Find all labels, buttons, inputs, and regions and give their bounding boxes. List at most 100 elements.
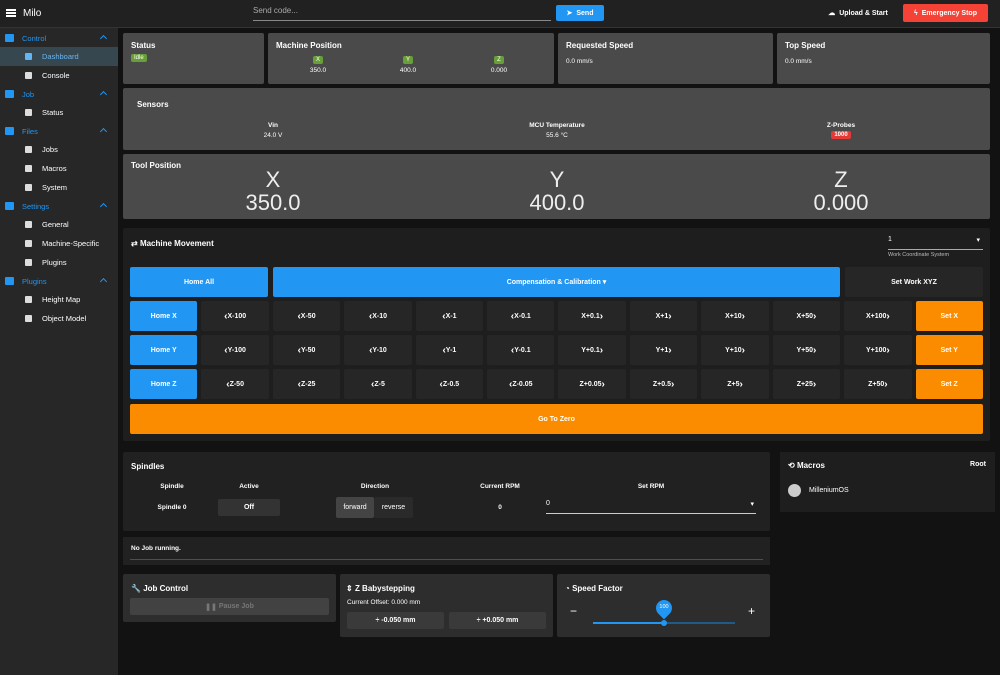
active-button[interactable]: Off	[218, 499, 280, 516]
macro-item[interactable]: MilleniumOS	[788, 484, 849, 497]
job-control-title: Job Control	[143, 584, 189, 593]
card-title: Tool Position	[131, 161, 182, 170]
jog-button[interactable]: Y-0.1	[487, 335, 555, 365]
column-header: Spindle	[160, 483, 184, 490]
jog-button[interactable]: Z+5	[701, 369, 769, 399]
top-bar: Milo Send code... ➤ Send ☁ Upload & Start …	[0, 0, 1000, 28]
jog-button[interactable]: X+1	[629, 301, 698, 331]
jog-button[interactable]: Y-1	[415, 335, 484, 365]
jog-button[interactable]: Y+1	[629, 335, 698, 365]
menu-icon[interactable]	[6, 9, 16, 17]
nav-section[interactable]: Plugins	[0, 272, 118, 290]
increase-button[interactable]: +	[748, 604, 756, 618]
jog-button[interactable]: X-0.1	[487, 301, 555, 331]
jog-button[interactable]: X+50	[772, 301, 841, 331]
upload-button[interactable]: ☁ Upload & Start	[828, 9, 888, 18]
job-control-card: 🔧 Job Control ❚❚ Pause Job	[123, 574, 336, 622]
home-button[interactable]: Home X	[130, 301, 198, 331]
tool-axis-value: 350.0	[245, 190, 301, 215]
card-title: ⇕ Z Babystepping	[346, 584, 415, 593]
root-link[interactable]: Root	[970, 461, 986, 468]
jog-button[interactable]: Z-0.05	[487, 369, 555, 399]
jog-button[interactable]: Z-25	[272, 369, 341, 399]
set-rpm-input[interactable]: 0 ▾	[546, 500, 756, 514]
jog-button[interactable]: X+10	[701, 301, 769, 331]
code-input[interactable]: Send code...	[253, 6, 551, 21]
wcs-select[interactable]: 1 ▾	[888, 236, 983, 250]
compensation-button[interactable]: Compensation & Calibration ▾	[273, 267, 840, 297]
axis-position: Z 0.000	[479, 56, 519, 74]
set-work-button[interactable]: Set Work XYZ	[845, 267, 983, 297]
set-button[interactable]: Set Z	[915, 369, 983, 399]
wcs-label: Work Coordinate System	[888, 252, 950, 258]
jog-button[interactable]: Z+25	[772, 369, 841, 399]
minus-button[interactable]: ÷ -0.050 mm	[347, 612, 444, 629]
upload-label: Upload & Start	[839, 9, 888, 17]
jog-button[interactable]: Y-10	[344, 335, 412, 365]
nav-section[interactable]: Job	[0, 85, 118, 103]
jog-button[interactable]: Y-50	[272, 335, 341, 365]
axis-value: 350.0	[309, 67, 327, 74]
nav-item[interactable]: Object Model	[0, 309, 118, 328]
nav-item[interactable]: Dashboard	[0, 47, 118, 66]
nav-item[interactable]: General	[0, 215, 118, 234]
jog-button[interactable]: Y-100	[201, 335, 269, 365]
jog-button[interactable]: Z-0.5	[415, 369, 484, 399]
send-button[interactable]: ➤ Send	[556, 5, 604, 21]
pause-button[interactable]: ❚❚ Pause Job	[130, 598, 329, 615]
jog-button[interactable]: Z-50	[201, 369, 269, 399]
jog-button[interactable]: X-50	[272, 301, 341, 331]
nav-item[interactable]: Plugins	[0, 253, 118, 272]
decrease-button[interactable]: −	[570, 604, 578, 618]
forward-button[interactable]: forward	[336, 497, 374, 518]
speed-factor-card: ◔ Speed Factor − + 100	[557, 574, 770, 637]
set-button[interactable]: Set Y	[915, 335, 983, 365]
jog-button[interactable]: Z+50	[844, 369, 912, 399]
nav-section[interactable]: Settings	[0, 197, 118, 215]
home-all-button[interactable]: Home All	[130, 267, 268, 297]
progress-bar	[130, 559, 763, 560]
sensor: Z-Probes 1000	[781, 122, 901, 139]
macros-card: ⟲ Macros Root MilleniumOS	[780, 452, 995, 512]
machine-position-card: Machine Position X 350.0 Y 400.0 Z 0.000	[268, 33, 554, 84]
nav-item[interactable]: Console	[0, 66, 118, 85]
compensation-label: Compensation & Calibration	[506, 278, 601, 286]
jog-button[interactable]: Z-5	[344, 369, 412, 399]
nav-item[interactable]: Status	[0, 103, 118, 122]
sensor: MCU Temperature 55.6 °C	[497, 122, 617, 139]
pause-label: Pause Job	[218, 603, 254, 610]
set-button[interactable]: Set X	[915, 301, 983, 331]
nav-item[interactable]: Macros	[0, 159, 118, 178]
nav-item[interactable]: System	[0, 178, 118, 197]
emergency-button[interactable]: ϟ Emergency Stop	[903, 4, 988, 22]
home-button[interactable]: Home Y	[130, 335, 198, 365]
jog-button[interactable]: X+100	[844, 301, 912, 331]
jog-button[interactable]: Y+0.1	[558, 335, 626, 365]
jog-button[interactable]: X-10	[344, 301, 412, 331]
reverse-button[interactable]: reverse	[374, 497, 413, 518]
jog-rows: Home XX-100X-50X-10X-1X-0.1X+0.1X+1X+10X…	[130, 301, 983, 399]
jog-button[interactable]: Z+0.05	[558, 369, 626, 399]
requested-speed-card: Requested Speed 0.0 mm/s	[558, 33, 773, 84]
jog-button[interactable]: Y+100	[844, 335, 912, 365]
jog-button[interactable]: X-1	[415, 301, 484, 331]
minus-label: -0.050 mm	[381, 617, 416, 624]
jog-button[interactable]: X-100	[201, 301, 269, 331]
tool-axis: Y 400.0	[497, 168, 617, 214]
jog-button[interactable]: Z+0.5	[629, 369, 698, 399]
jog-button[interactable]: Y+10	[701, 335, 769, 365]
plus-label: +0.050 mm	[482, 617, 519, 624]
slider-thumb[interactable]	[661, 620, 667, 626]
nav-item[interactable]: Machine-Specific	[0, 234, 118, 253]
jog-button[interactable]: X+0.1	[558, 301, 626, 331]
home-button[interactable]: Home Z	[130, 369, 198, 399]
card-title: Requested Speed	[566, 41, 634, 50]
go-to-zero-button[interactable]: Go To Zero	[130, 404, 983, 434]
nav-item[interactable]: Height Map	[0, 290, 118, 309]
jog-button[interactable]: Y+50	[772, 335, 841, 365]
nav-section[interactable]: Control	[0, 29, 118, 47]
nav-section[interactable]: Files	[0, 122, 118, 140]
wcs-value: 1	[888, 236, 892, 243]
nav-item[interactable]: Jobs	[0, 140, 118, 159]
plus-button[interactable]: ÷ +0.050 mm	[449, 612, 546, 629]
